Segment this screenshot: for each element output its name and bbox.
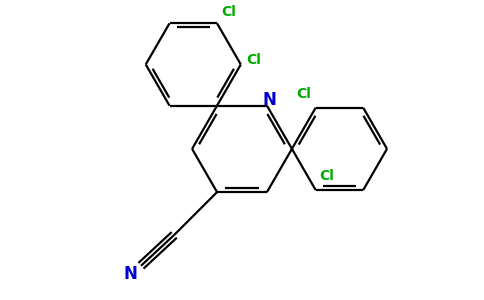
Text: Cl: Cl: [296, 87, 311, 100]
Text: N: N: [123, 265, 137, 283]
Text: N: N: [262, 91, 276, 109]
Text: Cl: Cl: [246, 53, 261, 67]
Text: Cl: Cl: [221, 4, 236, 19]
Text: Cl: Cl: [319, 169, 334, 183]
